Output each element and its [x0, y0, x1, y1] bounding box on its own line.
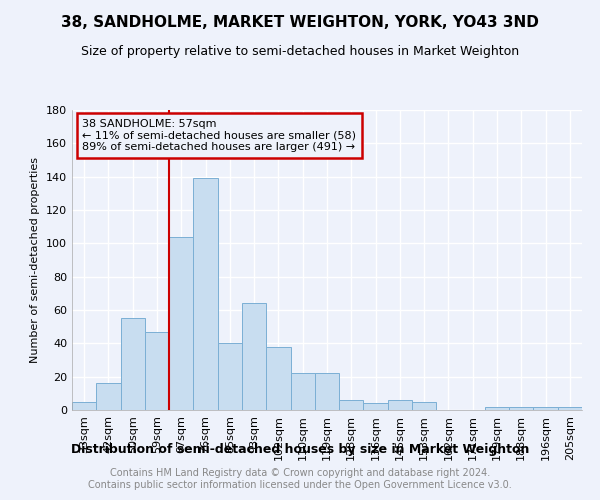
Bar [193, 178, 218, 410]
Bar [96, 384, 121, 410]
Bar [315, 374, 339, 410]
Y-axis label: Number of semi-detached properties: Number of semi-detached properties [31, 157, 40, 363]
Text: Contains HM Land Registry data © Crown copyright and database right 2024.
Contai: Contains HM Land Registry data © Crown c… [88, 468, 512, 490]
Bar [533, 406, 558, 410]
Text: Distribution of semi-detached houses by size in Market Weighton: Distribution of semi-detached houses by … [71, 442, 529, 456]
Bar [121, 318, 145, 410]
Text: 38 SANDHOLME: 57sqm
← 11% of semi-detached houses are smaller (58)
89% of semi-d: 38 SANDHOLME: 57sqm ← 11% of semi-detach… [82, 119, 356, 152]
Bar [169, 236, 193, 410]
Bar [290, 374, 315, 410]
Text: 38, SANDHOLME, MARKET WEIGHTON, YORK, YO43 3ND: 38, SANDHOLME, MARKET WEIGHTON, YORK, YO… [61, 15, 539, 30]
Bar [145, 332, 169, 410]
Text: Size of property relative to semi-detached houses in Market Weighton: Size of property relative to semi-detach… [81, 45, 519, 58]
Bar [509, 406, 533, 410]
Bar [242, 304, 266, 410]
Bar [364, 404, 388, 410]
Bar [218, 344, 242, 410]
Bar [388, 400, 412, 410]
Bar [339, 400, 364, 410]
Bar [485, 406, 509, 410]
Bar [558, 406, 582, 410]
Bar [72, 402, 96, 410]
Bar [266, 346, 290, 410]
Bar [412, 402, 436, 410]
